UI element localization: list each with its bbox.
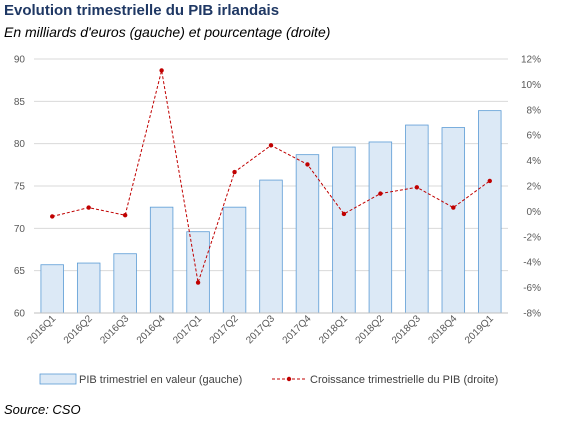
y-left-tick-label: 70	[14, 224, 26, 235]
growth-point	[86, 205, 91, 210]
y-left-tick-label: 90	[14, 55, 26, 66]
y-left-tick-label: 75	[14, 182, 26, 193]
y-right-tick-label: 2%	[527, 182, 542, 193]
x-tick-label: 2018Q2	[354, 313, 387, 346]
growth-point	[341, 211, 347, 217]
x-tick-label: 2018Q1	[317, 313, 350, 346]
x-tick-label: 2018Q4	[426, 313, 459, 346]
y-axis-right: -8% -6% -4% -2% 0% 2% 4% 6% 8% 10% 12%	[521, 55, 541, 320]
x-tick-label: 2017Q2	[208, 313, 241, 346]
bar	[478, 110, 502, 314]
y-left-tick-label: 85	[14, 97, 26, 108]
bar	[441, 127, 466, 314]
bar	[149, 206, 174, 314]
growth-point	[451, 205, 456, 210]
x-tick-label: 2017Q4	[281, 313, 314, 346]
chart-title: Evolution trimestrielle du PIB irlandais	[4, 2, 280, 19]
x-tick-label: 2016Q3	[98, 313, 131, 346]
y-right-tick-label: -8%	[523, 309, 541, 320]
growth-point	[305, 162, 310, 167]
y-right-tick-label: 8%	[527, 105, 542, 116]
y-left-tick-label: 60	[14, 309, 26, 320]
bar	[186, 231, 210, 314]
x-tick-label: 2018Q3	[390, 313, 423, 346]
bar	[368, 141, 393, 314]
x-tick-label: 2019Q1	[463, 313, 496, 346]
y-right-tick-label: -2%	[523, 232, 541, 243]
x-axis: 2016Q1 2016Q2 2016Q3 2016Q4 2017Q1 2017Q2 2017…	[25, 312, 508, 346]
x-tick-label: 2016Q2	[62, 313, 95, 346]
growth-point	[50, 214, 55, 219]
y-right-tick-label: 6%	[527, 131, 542, 142]
x-tick-label: 2016Q4	[135, 313, 168, 346]
bar	[332, 146, 356, 314]
legend: PIB trimestriel en valeur (gauche) Croiss…	[39, 373, 498, 386]
bar	[222, 206, 247, 314]
y-right-tick-label: 12%	[521, 55, 541, 66]
bar	[259, 179, 283, 314]
y-right-tick-label: -6%	[523, 283, 541, 294]
y-right-tick-label: 0%	[527, 207, 542, 218]
growth-point	[159, 68, 164, 73]
bar	[40, 264, 64, 314]
bar	[295, 154, 320, 314]
y-right-tick-label: -4%	[523, 258, 541, 269]
bar	[76, 262, 101, 314]
y-axis-left: 60 65 70 75 80 85 90	[14, 55, 26, 320]
line-series	[50, 68, 492, 285]
growth-point	[487, 178, 492, 184]
legend-bar-label: PIB trimestriel en valeur (gauche)	[79, 374, 242, 386]
x-tick-label: 2017Q1	[171, 313, 204, 346]
legend-bar-swatch	[39, 373, 77, 385]
bar	[405, 124, 429, 314]
x-tick-label: 2017Q3	[244, 313, 277, 346]
y-right-tick-label: 4%	[527, 156, 542, 167]
growth-point	[378, 191, 383, 196]
growth-point	[414, 185, 420, 190]
y-right-tick-label: 10%	[521, 80, 541, 91]
bar	[113, 253, 137, 314]
x-tick-label: 2016Q1	[25, 313, 58, 346]
chart-subtitle: En milliards d'euros (gauche) et pourcen…	[4, 24, 331, 40]
legend-line-marker	[286, 376, 292, 382]
y-left-tick-label: 65	[14, 266, 26, 277]
legend-line-label: Croissance trimestrielle du PIB (droite)	[310, 374, 498, 386]
growth-point	[122, 213, 128, 218]
bar-series	[40, 110, 502, 314]
source-note: Source: CSO	[4, 402, 81, 417]
growth-point	[232, 169, 237, 175]
growth-point	[268, 143, 274, 148]
y-left-tick-label: 80	[14, 139, 26, 150]
growth-point	[195, 280, 201, 285]
